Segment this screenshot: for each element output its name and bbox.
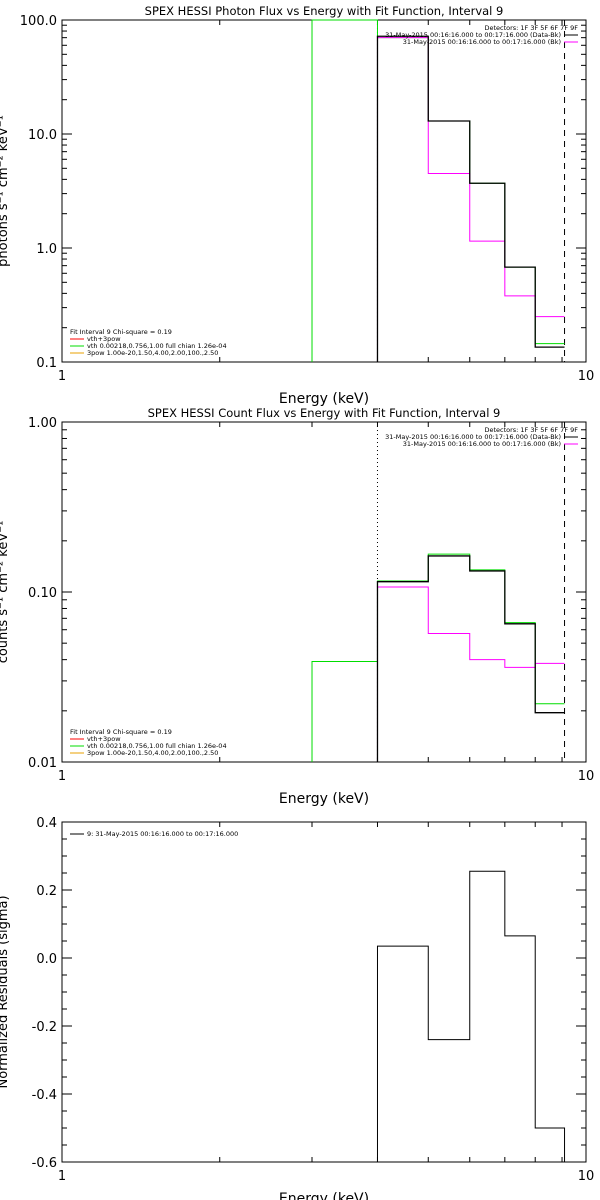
residuals-y-tick-label: 0.0 [36, 952, 57, 967]
residuals-panel: 1 10 Energy (keV) -0.6 -0.4 -0.2 0.0 0.2 0.4 Norm… [0, 816, 594, 1200]
count-flux-series-data [376, 555, 565, 762]
count-flux-x-axis-label: Energy (keV) [279, 791, 369, 807]
count-flux-y-axis-label: counts s⁻¹ cm⁻² keV⁻¹ [0, 521, 11, 664]
photon-flux-legend-entry: 31-May-2015 00:16:16.000 to 00:17:16.000… [403, 38, 561, 46]
count-flux-y-tick-label: 0.10 [28, 586, 57, 601]
photon-flux-fit-legend-header: Fit Interval 9 Chi-square = 0.19 [70, 328, 172, 336]
count-flux-fit-legend-entry: 3pow 1.00e-20,1.50,4.00,2.00,100.,2.50 [87, 749, 218, 757]
count-flux-x-tick-label: 10 [578, 769, 595, 784]
photon-flux-y-axis-label: photons s⁻¹ cm⁻² keV⁻¹ [0, 115, 11, 267]
count-flux-y-tick-label: 0.01 [28, 756, 57, 771]
photon-flux-series-fit [311, 19, 565, 362]
residuals-x-axis-label: Energy (keV) [279, 1191, 369, 1200]
residuals-x-tick-label: 1 [58, 1169, 66, 1184]
count-flux-x-tick-label: 1 [58, 769, 66, 784]
residuals-y-tick-label: -0.4 [32, 1088, 57, 1103]
count-flux-y-tick-label: 1.00 [28, 416, 57, 431]
count-flux-legend-entry: 31-May-2015 00:16:16.000 to 00:17:16.000… [403, 440, 561, 448]
residuals-y-tick-label: 0.4 [36, 816, 57, 831]
photon-flux-panel: SPEX HESSI Photon Flux vs Energy with Fi… [0, 4, 594, 407]
residuals-y-tick-label: -0.6 [32, 1156, 57, 1171]
count-flux-panel: SPEX HESSI Count Flux vs Energy with Fit… [0, 406, 594, 807]
photon-flux-series-data [376, 35, 565, 362]
photon-flux-series-background [376, 37, 565, 362]
count-flux-legend-entry: 31-May-2015 00:16:16.000 to 00:17:16.000… [385, 433, 561, 441]
residuals-plot-frame [61, 821, 587, 1163]
photon-flux-fit-legend-entry: vth 0.00218,0.756,1.00 full chian 1.26e-… [87, 342, 227, 350]
count-flux-fit-legend-entry: vth+3pow [87, 735, 121, 743]
photon-flux-x-tick-label: 1 [58, 369, 66, 384]
count-flux-fit-legend-header: Fit Interval 9 Chi-square = 0.19 [70, 728, 172, 736]
photon-flux-y-tick-label: 10.0 [28, 128, 57, 143]
count-flux-legend-header: Detectors: 1F 3F 5F 6F 7F 9F [484, 426, 578, 434]
photon-flux-fit-legend-entry: vth+3pow [87, 335, 121, 343]
photon-flux-x-tick-label: 10 [578, 369, 595, 384]
photon-flux-legend-entry: 31-May-2015 00:16:16.000 to 00:17:16.000… [385, 31, 561, 39]
photon-flux-x-axis-label: Energy (keV) [279, 391, 369, 407]
residuals-y-axis-label: Normalized Residuals (sigma) [0, 895, 11, 1088]
residuals-legend-entry: 9: 31-May-2015 00:16:16.000 to 00:17:16.… [87, 830, 238, 838]
count-flux-title: SPEX HESSI Count Flux vs Energy with Fit… [148, 406, 501, 420]
photon-flux-y-tick-label: 1.0 [36, 242, 57, 257]
photon-flux-fit-legend-entry: 3pow 1.00e-20,1.50,4.00,2.00,100.,2.50 [87, 349, 218, 357]
photon-flux-title: SPEX HESSI Photon Flux vs Energy with Fi… [145, 4, 504, 18]
photon-flux-y-tick-label: 0.1 [36, 356, 57, 371]
count-flux-series-background [376, 586, 565, 762]
residuals-x-tick-label: 10 [578, 1169, 595, 1184]
count-flux-plot-frame [61, 421, 587, 763]
photon-flux-plot-frame [61, 19, 587, 363]
photon-flux-legend-header: Detectors: 1F 3F 5F 6F 7F 9F [484, 24, 578, 32]
residuals-series-residual [376, 870, 566, 1162]
photon-flux-y-tick-label: 100.0 [20, 14, 57, 29]
residuals-y-tick-label: 0.2 [36, 884, 57, 899]
residuals-y-tick-label: -0.2 [32, 1020, 57, 1035]
count-flux-series-fit [311, 553, 565, 762]
count-flux-fit-legend-entry: vth 0.00218,0.756,1.00 full chian 1.26e-… [87, 742, 227, 750]
